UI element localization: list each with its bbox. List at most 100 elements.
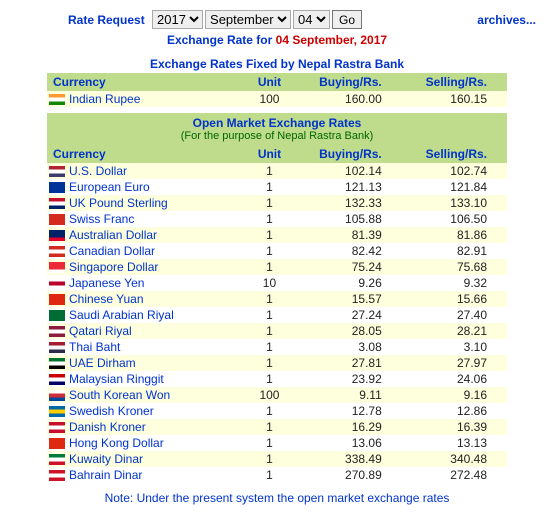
currency-link[interactable]: Indian Rupee bbox=[69, 92, 140, 106]
table-row: Saudi Arabian Riyal127.2427.40 bbox=[47, 307, 507, 323]
currency-link[interactable]: Kuwaity Dinar bbox=[69, 452, 143, 466]
col-selling: Selling/Rs. bbox=[402, 73, 507, 91]
footer-note: Note: Under the present system the open … bbox=[8, 483, 546, 505]
selling-cell: 13.13 bbox=[402, 435, 507, 451]
table-row: Swiss Franc1105.88106.50 bbox=[47, 211, 507, 227]
selling-cell: 121.84 bbox=[402, 179, 507, 195]
table-row: Qatari Riyal128.0528.21 bbox=[47, 323, 507, 339]
currency-link[interactable]: Chinese Yuan bbox=[69, 292, 144, 306]
unit-cell: 1 bbox=[242, 179, 296, 195]
flag-icon bbox=[49, 438, 65, 449]
buying-cell: 75.24 bbox=[297, 259, 402, 275]
buying-cell: 105.88 bbox=[297, 211, 402, 227]
selling-cell: 9.32 bbox=[402, 275, 507, 291]
currency-cell: UK Pound Sterling bbox=[47, 195, 242, 211]
buying-cell: 9.26 bbox=[297, 275, 402, 291]
selling-cell: 106.50 bbox=[402, 211, 507, 227]
col-unit: Unit bbox=[242, 145, 296, 163]
currency-cell: Saudi Arabian Riyal bbox=[47, 307, 242, 323]
currency-cell: European Euro bbox=[47, 179, 242, 195]
currency-link[interactable]: Hong Kong Dollar bbox=[69, 436, 164, 450]
currency-link[interactable]: Japanese Yen bbox=[69, 276, 144, 290]
currency-link[interactable]: Saudi Arabian Riyal bbox=[69, 308, 174, 322]
table-row: European Euro 1121.13121.84 bbox=[47, 179, 507, 195]
open-title-2: (For the purpose of Nepal Rastra Bank) bbox=[47, 130, 507, 142]
flag-icon bbox=[49, 310, 65, 321]
table-row: South Korean Won1009.119.16 bbox=[47, 387, 507, 403]
flag-icon bbox=[49, 214, 65, 225]
table-row: Canadian Dollar182.4282.91 bbox=[47, 243, 507, 259]
currency-cell: Indian Rupee bbox=[47, 91, 242, 107]
currency-link[interactable]: Malaysian Ringgit bbox=[69, 372, 164, 386]
buying-cell: 27.81 bbox=[297, 355, 402, 371]
buying-cell: 121.13 bbox=[297, 179, 402, 195]
month-select[interactable]: September bbox=[205, 10, 291, 29]
currency-link[interactable]: Singapore Dollar bbox=[69, 260, 158, 274]
heading-prefix: Exchange Rate for bbox=[167, 33, 276, 47]
flag-icon bbox=[49, 342, 65, 353]
flag-icon bbox=[49, 422, 65, 433]
table-row: UK Pound Sterling1132.33133.10 bbox=[47, 195, 507, 211]
rate-request-link[interactable]: Rate Request bbox=[68, 13, 145, 27]
currency-cell: Thai Baht bbox=[47, 339, 242, 355]
flag-icon bbox=[49, 262, 65, 273]
table-row: Bahrain Dinar1270.89272.48 bbox=[47, 467, 507, 483]
fixed-rates-title: Exchange Rates Fixed by Nepal Rastra Ban… bbox=[8, 55, 546, 73]
go-button[interactable]: Go bbox=[332, 10, 362, 29]
currency-link[interactable]: Danish Kroner bbox=[69, 420, 146, 434]
currency-link[interactable]: UAE Dirham bbox=[69, 356, 136, 370]
open-header-row: Currency Unit Buying/Rs. Selling/Rs. bbox=[47, 145, 507, 163]
currency-link[interactable]: Qatari Riyal bbox=[69, 324, 132, 338]
currency-cell: Hong Kong Dollar bbox=[47, 435, 242, 451]
flag-icon bbox=[49, 454, 65, 465]
unit-cell: 1 bbox=[242, 307, 296, 323]
open-rates-heading: Open Market Exchange Rates (For the purp… bbox=[47, 113, 507, 145]
currency-link[interactable]: European Euro bbox=[69, 180, 150, 194]
currency-cell: Japanese Yen bbox=[47, 275, 242, 291]
unit-cell: 1 bbox=[242, 451, 296, 467]
flag-icon bbox=[49, 470, 65, 481]
unit-cell: 1 bbox=[242, 435, 296, 451]
day-select[interactable]: 04 bbox=[293, 10, 330, 29]
currency-link[interactable]: Australian Dollar bbox=[69, 228, 157, 242]
selling-cell: 160.15 bbox=[402, 91, 507, 107]
buying-cell: 13.06 bbox=[297, 435, 402, 451]
currency-cell: Bahrain Dinar bbox=[47, 467, 242, 483]
buying-cell: 27.24 bbox=[297, 307, 402, 323]
heading-date: 04 September, 2017 bbox=[276, 33, 387, 47]
selling-cell: 27.97 bbox=[402, 355, 507, 371]
currency-link[interactable]: UK Pound Sterling bbox=[69, 196, 168, 210]
currency-link[interactable]: Swedish Kroner bbox=[69, 404, 154, 418]
buying-cell: 81.39 bbox=[297, 227, 402, 243]
col-currency: Currency bbox=[47, 73, 242, 91]
col-buying: Buying/Rs. bbox=[297, 145, 402, 163]
flag-icon bbox=[49, 166, 65, 177]
unit-cell: 1 bbox=[242, 467, 296, 483]
unit-cell: 1 bbox=[242, 419, 296, 435]
archives-link[interactable]: archives... bbox=[477, 13, 536, 27]
selling-cell: 12.86 bbox=[402, 403, 507, 419]
selling-cell: 15.66 bbox=[402, 291, 507, 307]
currency-cell: Qatari Riyal bbox=[47, 323, 242, 339]
currency-cell: Swiss Franc bbox=[47, 211, 242, 227]
buying-cell: 82.42 bbox=[297, 243, 402, 259]
currency-cell: Kuwaity Dinar bbox=[47, 451, 242, 467]
buying-cell: 28.05 bbox=[297, 323, 402, 339]
currency-link[interactable]: Bahrain Dinar bbox=[69, 468, 142, 482]
selling-cell: 9.16 bbox=[402, 387, 507, 403]
currency-link[interactable]: Canadian Dollar bbox=[69, 244, 155, 258]
buying-cell: 270.89 bbox=[297, 467, 402, 483]
col-buying: Buying/Rs. bbox=[297, 73, 402, 91]
selling-cell: 16.39 bbox=[402, 419, 507, 435]
currency-cell: Chinese Yuan bbox=[47, 291, 242, 307]
currency-link[interactable]: Thai Baht bbox=[69, 340, 120, 354]
unit-cell: 1 bbox=[242, 291, 296, 307]
currency-link[interactable]: U.S. Dollar bbox=[69, 164, 127, 178]
buying-cell: 12.78 bbox=[297, 403, 402, 419]
year-select[interactable]: 2017 bbox=[152, 10, 203, 29]
buying-cell: 3.08 bbox=[297, 339, 402, 355]
currency-link[interactable]: Swiss Franc bbox=[69, 212, 134, 226]
currency-link[interactable]: South Korean Won bbox=[69, 388, 170, 402]
buying-cell: 23.92 bbox=[297, 371, 402, 387]
table-row: Hong Kong Dollar 113.0613.13 bbox=[47, 435, 507, 451]
